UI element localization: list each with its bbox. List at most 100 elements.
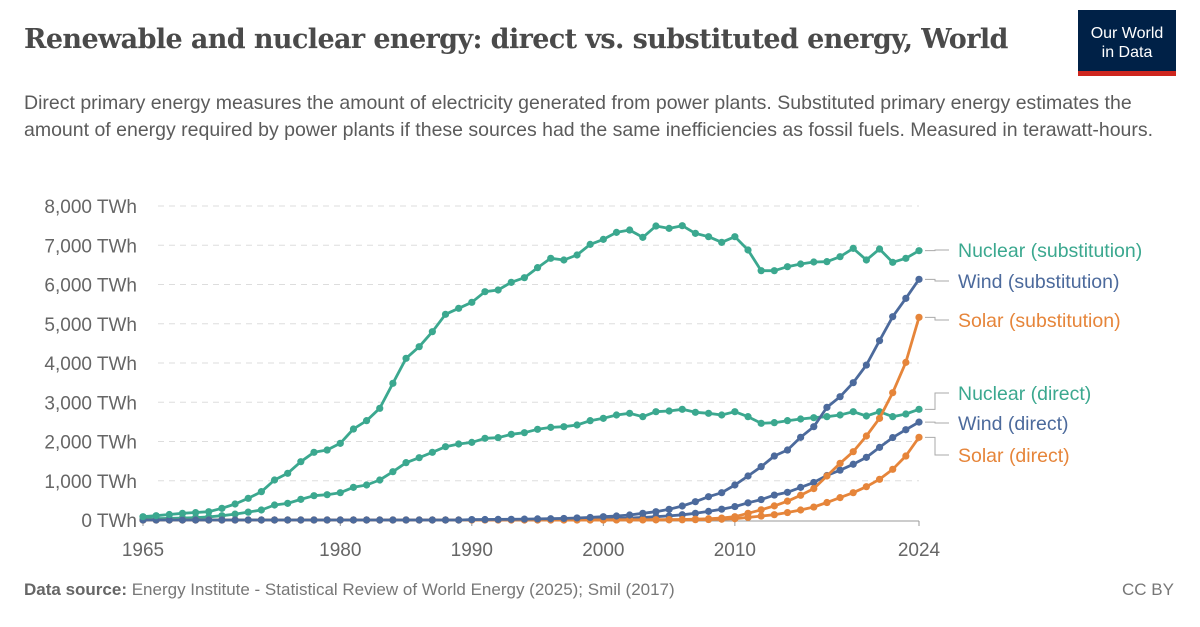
data-point bbox=[481, 288, 489, 296]
data-point bbox=[902, 294, 910, 302]
owid-logo[interactable]: Our World in Data bbox=[1078, 10, 1176, 76]
data-point bbox=[455, 304, 463, 312]
data-point bbox=[770, 511, 778, 519]
data-point bbox=[797, 483, 805, 491]
data-point bbox=[770, 452, 778, 460]
y-tick-label: 7,000 TWh bbox=[44, 236, 137, 257]
data-point bbox=[836, 393, 844, 401]
data-point bbox=[297, 458, 305, 466]
data-point bbox=[902, 358, 910, 366]
data-point bbox=[481, 434, 489, 442]
logo-line-2: in Data bbox=[1101, 44, 1153, 61]
data-point bbox=[889, 433, 897, 442]
data-point bbox=[192, 508, 200, 517]
data-point bbox=[797, 491, 805, 499]
data-point bbox=[586, 417, 594, 425]
data-point bbox=[875, 443, 884, 451]
series-label: Solar (substitution) bbox=[958, 310, 1121, 332]
data-point bbox=[836, 466, 844, 474]
data-point bbox=[757, 495, 765, 504]
data-point bbox=[678, 405, 686, 413]
label-connector bbox=[925, 436, 949, 456]
data-point bbox=[704, 515, 713, 523]
data-point bbox=[665, 515, 673, 524]
data-point bbox=[415, 343, 423, 351]
data-point bbox=[468, 516, 476, 524]
data-point bbox=[783, 446, 792, 454]
data-point bbox=[862, 453, 870, 461]
data-point bbox=[810, 414, 818, 422]
data-point bbox=[678, 222, 686, 230]
data-point bbox=[468, 438, 476, 446]
data-point bbox=[862, 483, 870, 491]
data-point bbox=[718, 411, 726, 419]
data-point bbox=[889, 313, 897, 321]
data-point bbox=[849, 489, 857, 497]
data-point bbox=[362, 417, 371, 425]
data-point bbox=[704, 493, 713, 501]
data-point bbox=[744, 499, 752, 507]
data-point bbox=[297, 516, 305, 524]
x-tick-label: 1980 bbox=[319, 540, 361, 561]
data-point bbox=[244, 494, 252, 502]
data-point bbox=[731, 502, 739, 511]
data-point bbox=[428, 516, 436, 524]
label-connector bbox=[925, 278, 949, 282]
data-point bbox=[441, 310, 450, 318]
data-point bbox=[915, 405, 923, 413]
license-link[interactable]: CC BY bbox=[1122, 580, 1174, 599]
data-point bbox=[731, 481, 739, 489]
data-point bbox=[862, 412, 870, 420]
data-point bbox=[547, 254, 555, 262]
data-point bbox=[797, 506, 805, 514]
series-label: Wind (direct) bbox=[958, 413, 1069, 435]
data-point bbox=[599, 414, 607, 422]
data-point bbox=[297, 495, 305, 503]
data-point bbox=[915, 313, 923, 321]
data-point bbox=[744, 472, 752, 480]
data-point bbox=[257, 516, 265, 524]
x-tick-label: 1965 bbox=[122, 540, 164, 561]
data-point bbox=[323, 491, 331, 499]
data-point bbox=[178, 509, 187, 517]
data-point bbox=[823, 403, 831, 411]
data-point bbox=[889, 389, 897, 397]
data-point bbox=[284, 516, 292, 524]
data-point bbox=[244, 516, 252, 524]
data-point bbox=[218, 516, 226, 524]
y-tick-label: 6,000 TWh bbox=[44, 276, 137, 297]
data-point bbox=[718, 238, 726, 246]
y-tick-label: 8,000 TWh bbox=[44, 197, 137, 218]
data-point bbox=[836, 494, 844, 502]
data-point bbox=[520, 429, 529, 437]
chart-subtitle: Direct primary energy measures the amoun… bbox=[24, 92, 1154, 141]
data-point bbox=[718, 489, 726, 497]
data-point bbox=[639, 509, 647, 517]
label-connector bbox=[925, 392, 949, 410]
data-point bbox=[389, 379, 397, 387]
series-label: Nuclear (direct) bbox=[958, 383, 1091, 405]
data-point bbox=[520, 274, 529, 282]
data-point bbox=[599, 235, 607, 243]
data-point bbox=[810, 258, 818, 266]
data-point bbox=[573, 421, 581, 429]
data-point bbox=[902, 410, 910, 418]
data-point bbox=[218, 504, 226, 512]
data-point bbox=[639, 233, 647, 241]
data-point bbox=[586, 240, 594, 248]
data-point bbox=[665, 505, 673, 513]
data-point bbox=[902, 254, 910, 262]
data-point bbox=[441, 516, 450, 524]
series-line bbox=[143, 278, 921, 522]
data-point bbox=[376, 404, 384, 412]
data-point bbox=[797, 260, 805, 268]
data-point bbox=[507, 430, 515, 438]
data-point bbox=[862, 432, 870, 440]
data-point bbox=[402, 459, 410, 467]
data-point bbox=[468, 298, 476, 306]
data-point bbox=[205, 508, 213, 516]
data-point bbox=[757, 506, 765, 514]
data-point bbox=[652, 508, 660, 516]
